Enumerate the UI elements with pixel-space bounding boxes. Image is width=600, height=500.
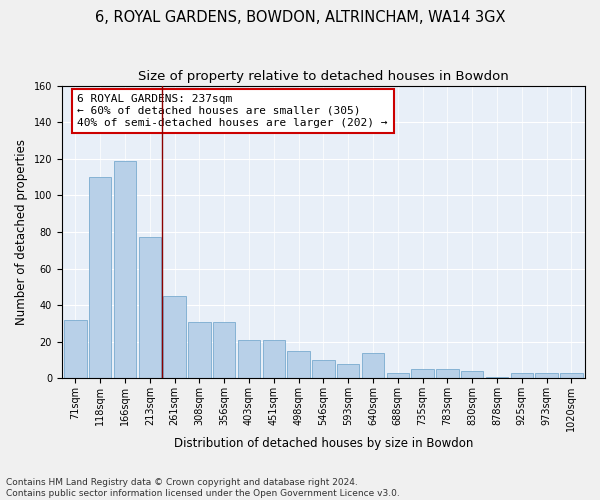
Bar (114, 160, 136, 378)
Bar (287, 351, 310, 378)
Bar (486, 376, 508, 378)
Bar (535, 373, 558, 378)
Bar (312, 360, 335, 378)
Text: 6 ROYAL GARDENS: 237sqm
← 60% of detached houses are smaller (305)
40% of semi-d: 6 ROYAL GARDENS: 237sqm ← 60% of detache… (77, 94, 388, 128)
Bar (386, 373, 409, 378)
Bar (64, 320, 86, 378)
Bar (560, 373, 583, 378)
Bar (139, 238, 161, 378)
Bar (213, 322, 235, 378)
Bar (436, 370, 458, 378)
Bar (89, 177, 112, 378)
Bar (362, 353, 384, 378)
Y-axis label: Number of detached properties: Number of detached properties (15, 139, 28, 325)
Bar (337, 364, 359, 378)
Bar (263, 340, 285, 378)
Bar (461, 371, 484, 378)
Bar (412, 370, 434, 378)
X-axis label: Distribution of detached houses by size in Bowdon: Distribution of detached houses by size … (174, 437, 473, 450)
Bar (511, 373, 533, 378)
Bar (238, 340, 260, 378)
Bar (188, 322, 211, 378)
Text: 6, ROYAL GARDENS, BOWDON, ALTRINCHAM, WA14 3GX: 6, ROYAL GARDENS, BOWDON, ALTRINCHAM, WA… (95, 10, 505, 25)
Bar (163, 296, 186, 378)
Text: Contains HM Land Registry data © Crown copyright and database right 2024.
Contai: Contains HM Land Registry data © Crown c… (6, 478, 400, 498)
Title: Size of property relative to detached houses in Bowdon: Size of property relative to detached ho… (138, 70, 509, 83)
